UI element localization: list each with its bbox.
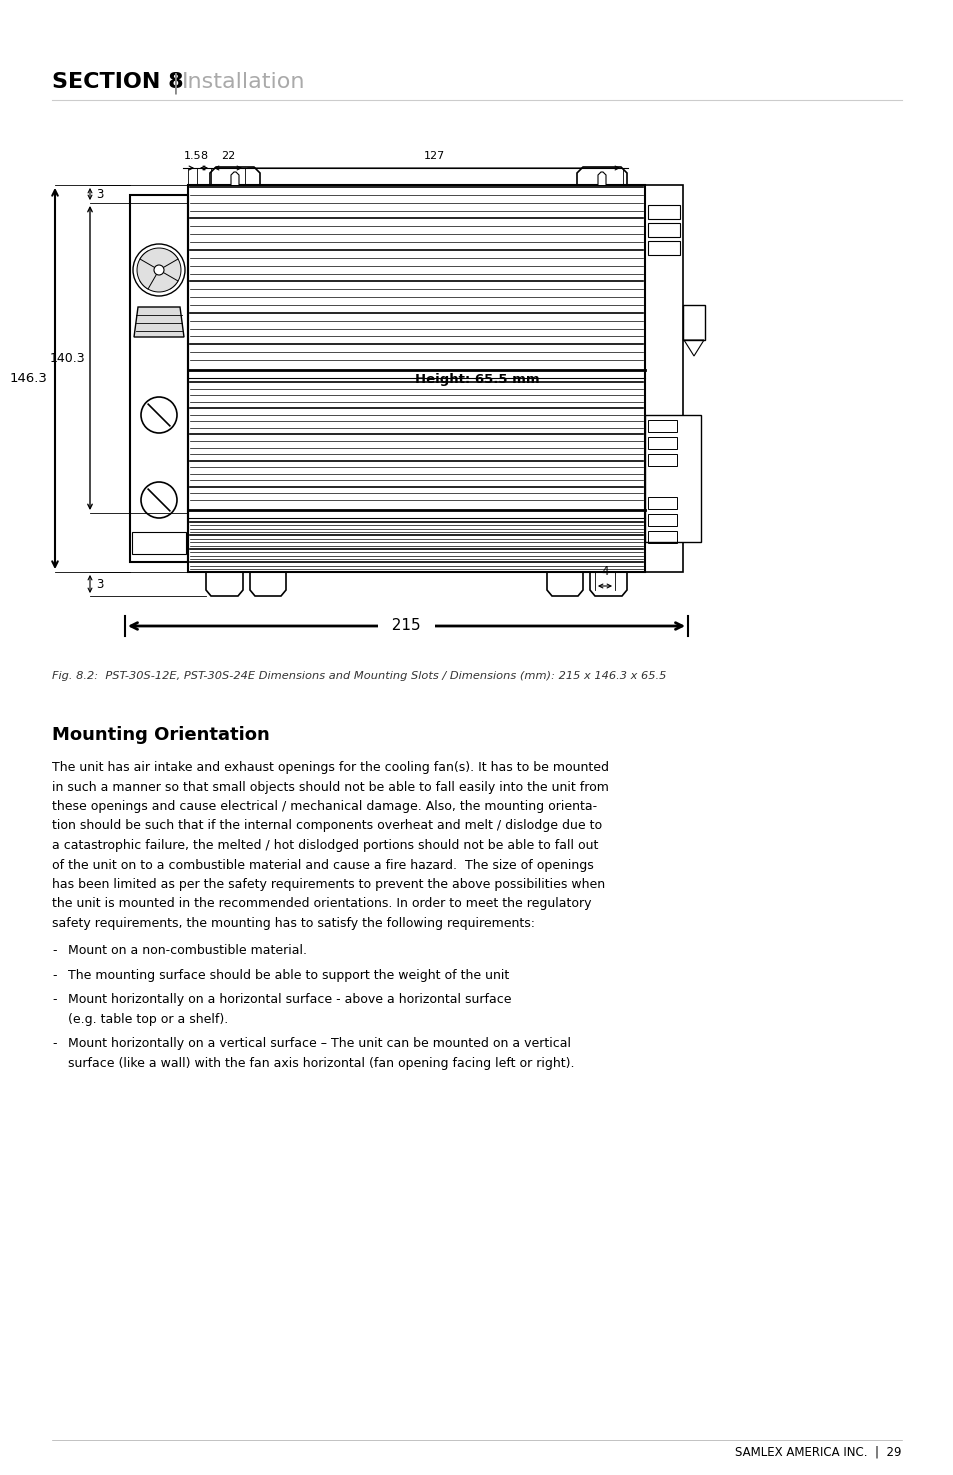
Text: 215: 215 — [382, 618, 430, 633]
Text: 22: 22 — [221, 150, 234, 161]
Polygon shape — [644, 414, 700, 541]
Text: in such a manner so that small objects should not be able to fall easily into th: in such a manner so that small objects s… — [52, 780, 608, 794]
Text: surface (like a wall) with the fan axis horizontal (fan opening facing left or r: surface (like a wall) with the fan axis … — [68, 1058, 574, 1069]
Text: 3: 3 — [96, 578, 103, 590]
Polygon shape — [231, 173, 239, 184]
Text: 1.5: 1.5 — [184, 150, 201, 161]
Text: -: - — [52, 944, 56, 957]
Polygon shape — [598, 173, 605, 184]
Text: Fig. 8.2:  PST-30S-12E, PST-30S-24E Dimensions and Mounting Slots / Dimensions (: Fig. 8.2: PST-30S-12E, PST-30S-24E Dimen… — [52, 671, 666, 681]
Text: Installation: Installation — [182, 72, 305, 91]
Text: Height: 65.5 mm: Height: 65.5 mm — [415, 373, 539, 386]
Text: SAMLEX AMERICA INC.  |  29: SAMLEX AMERICA INC. | 29 — [735, 1446, 901, 1457]
Circle shape — [153, 266, 164, 274]
Text: Mount on a non-combustible material.: Mount on a non-combustible material. — [68, 944, 307, 957]
Polygon shape — [140, 270, 178, 292]
Text: -: - — [52, 994, 56, 1006]
Text: The mounting surface should be able to support the weight of the unit: The mounting surface should be able to s… — [68, 969, 509, 982]
Text: these openings and cause electrical / mechanical damage. Also, the mounting orie: these openings and cause electrical / me… — [52, 799, 597, 813]
Text: -: - — [52, 969, 56, 982]
Text: Mount horizontally on a vertical surface – The unit can be mounted on a vertical: Mount horizontally on a vertical surface… — [68, 1037, 571, 1050]
Text: tion should be such that if the internal components overheat and melt / dislodge: tion should be such that if the internal… — [52, 820, 601, 832]
Text: safety requirements, the mounting has to satisfy the following requirements:: safety requirements, the mounting has to… — [52, 917, 535, 931]
Polygon shape — [133, 307, 184, 336]
Text: Mount horizontally on a horizontal surface - above a horizontal surface: Mount horizontally on a horizontal surfa… — [68, 994, 511, 1006]
Text: has been limited as per the safety requirements to prevent the above possibiliti: has been limited as per the safety requi… — [52, 878, 604, 891]
Text: (e.g. table top or a shelf).: (e.g. table top or a shelf). — [68, 1013, 228, 1027]
Polygon shape — [137, 251, 159, 289]
Text: 146.3: 146.3 — [10, 372, 47, 385]
Polygon shape — [140, 248, 178, 270]
Text: 127: 127 — [423, 150, 444, 161]
Text: 3: 3 — [96, 187, 103, 201]
Text: Mounting Orientation: Mounting Orientation — [52, 726, 270, 743]
Text: 4: 4 — [600, 565, 608, 578]
Text: a catastrophic failure, the melted / hot dislodged portions should not be able t: a catastrophic failure, the melted / hot… — [52, 839, 598, 853]
Text: SECTION 8: SECTION 8 — [52, 72, 183, 91]
Polygon shape — [159, 251, 181, 289]
Text: |: | — [165, 72, 187, 93]
Text: the unit is mounted in the recommended orientations. In order to meet the regula: the unit is mounted in the recommended o… — [52, 897, 591, 910]
Text: -: - — [52, 1037, 56, 1050]
Text: of the unit on to a combustible material and cause a fire hazard.  The size of o: of the unit on to a combustible material… — [52, 858, 593, 872]
Text: The unit has air intake and exhaust openings for the cooling fan(s). It has to b: The unit has air intake and exhaust open… — [52, 761, 608, 774]
Text: 8: 8 — [200, 150, 208, 161]
Text: 140.3: 140.3 — [50, 351, 85, 364]
